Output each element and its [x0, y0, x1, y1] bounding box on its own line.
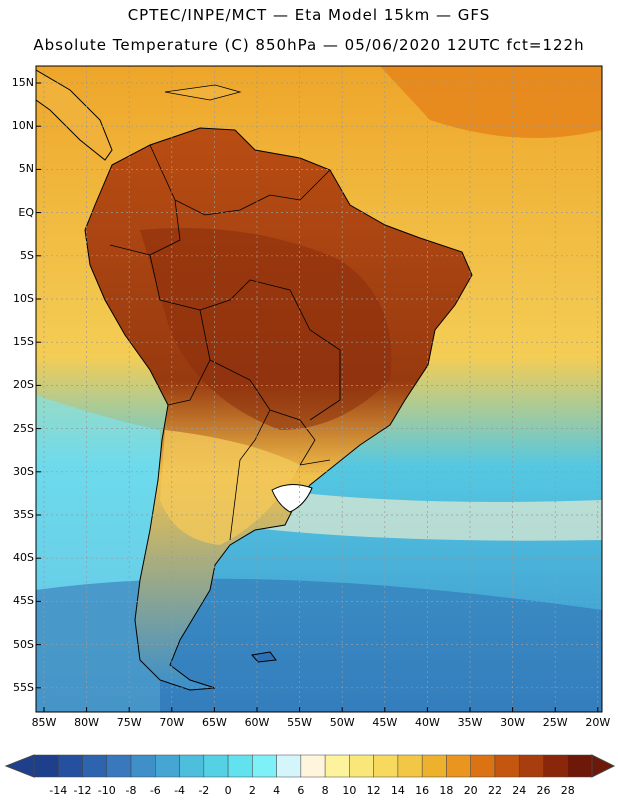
lat-label: 30S: [13, 464, 34, 478]
lon-label: 45W: [372, 716, 398, 729]
colorbar-swatch: [106, 754, 132, 778]
lon-label: 25W: [542, 716, 568, 729]
colorbar-tick-label: 14: [390, 784, 405, 797]
colorbar-swatch: [58, 754, 83, 778]
colorbar-swatch: [543, 754, 568, 778]
colorbar-tick-label: -14: [49, 784, 68, 797]
colorbar-tick-label: 2: [248, 784, 256, 797]
colorbar-tick-label: 16: [415, 784, 430, 797]
colorbar-swatch: [82, 754, 108, 778]
colorbar-tick-label: 24: [512, 784, 527, 797]
lon-label: 35W: [457, 716, 483, 729]
southern-interior: [160, 430, 300, 545]
lat-label: 10N: [11, 119, 34, 133]
lat-label: 45S: [13, 594, 34, 608]
lat-label: 15S: [13, 335, 34, 349]
lat-label: 5N: [18, 162, 34, 176]
colorbar-swatch: [130, 754, 156, 778]
title-line-1: CPTEC/INPE/MCT — Eta Model 15km — GFS: [127, 6, 491, 24]
colorbar-tick-label: -10: [97, 784, 116, 797]
lat-label: 10S: [13, 292, 34, 305]
lon-label: 50W: [329, 716, 355, 729]
colorbar: [4, 754, 616, 778]
colorbar-swatch: [494, 754, 520, 778]
colorbar-swatch: [276, 754, 302, 778]
warm-band-ne: [380, 66, 602, 138]
colorbar-tick-label: 22: [487, 784, 502, 797]
lat-label: 40S: [13, 551, 34, 565]
lon-label: 80W: [74, 716, 100, 729]
rio-de-la-plata: [271, 484, 313, 513]
colorbar-tick-label: -8: [125, 784, 137, 797]
colorbar-tick-label: 20: [463, 784, 478, 797]
colorbar-swatch: [33, 754, 59, 778]
colorbar-tick-label: -2: [198, 784, 210, 797]
country-borders: [109, 144, 341, 541]
lat-label: 15N: [11, 76, 34, 89]
colorbar-tick-label: 26: [536, 784, 551, 797]
lon-label: 70W: [159, 716, 185, 729]
colorbar-swatch: [227, 754, 253, 778]
colorbar-tick-label: 10: [342, 784, 357, 797]
colorbar-tick-label: -12: [73, 784, 92, 797]
colorbar-swatch: [446, 754, 471, 778]
colorbar-tick-label: 28: [560, 784, 575, 797]
lon-label: 65W: [201, 716, 227, 729]
central-america: [36, 69, 113, 161]
colorbar-max-arrow: [591, 754, 616, 778]
lat-label: 20S: [13, 378, 34, 392]
title-line-2: Absolute Temperature (C) 850hPa — 05/06/…: [33, 36, 585, 54]
graticule: [36, 66, 602, 712]
axis-ticks: [36, 82, 599, 712]
lat-label: 5S: [20, 248, 34, 262]
colorbar-tick-label: 4: [273, 784, 281, 797]
colorbar-swatch: [179, 754, 205, 778]
colorbar-tick-label: 6: [297, 784, 305, 797]
colorbar-swatch: [203, 754, 229, 778]
lat-label: 55S: [13, 680, 34, 694]
falkland-islands: [251, 651, 277, 663]
colorbar-tick-label: 8: [321, 784, 329, 797]
colorbar-swatch: [397, 754, 423, 778]
colorbar-swatch: [252, 754, 277, 778]
lat-label: EQ: [18, 205, 34, 219]
lon-label: 55W: [287, 716, 313, 729]
colorbar-tick-label: 0: [224, 784, 232, 797]
colorbar-swatch: [421, 754, 447, 778]
colorbar-tick-label: 12: [366, 784, 381, 797]
colorbar-swatch: [349, 754, 374, 778]
colorbar-swatch: [567, 754, 593, 778]
map-frame: [35, 65, 603, 713]
lon-label: 40W: [414, 716, 440, 729]
colorbar-tick-label: 18: [439, 784, 454, 797]
colorbar-swatch: [300, 754, 326, 778]
hot-core: [140, 228, 392, 430]
lat-label: 50S: [13, 637, 34, 651]
colorbar-swatch: [470, 754, 496, 778]
colorbar-tick-label: -4: [174, 784, 186, 797]
lat-label: 25S: [13, 421, 34, 435]
lon-label: 20W: [585, 716, 611, 729]
colorbar-swatch: [518, 754, 544, 778]
lon-label: 60W: [244, 716, 270, 729]
caribbean-islands: [164, 84, 242, 101]
colorbar-swatch: [324, 754, 350, 778]
colorbar-swatch: [373, 754, 399, 778]
colorbar-min-arrow: [4, 754, 35, 778]
colorbar-swatch: [155, 754, 180, 778]
colorbar-tick-label: -6: [149, 784, 161, 797]
lon-label: 30W: [500, 716, 526, 729]
lon-label: 85W: [31, 716, 57, 729]
lon-label: 75W: [116, 716, 142, 729]
lat-label: 35S: [13, 508, 34, 521]
